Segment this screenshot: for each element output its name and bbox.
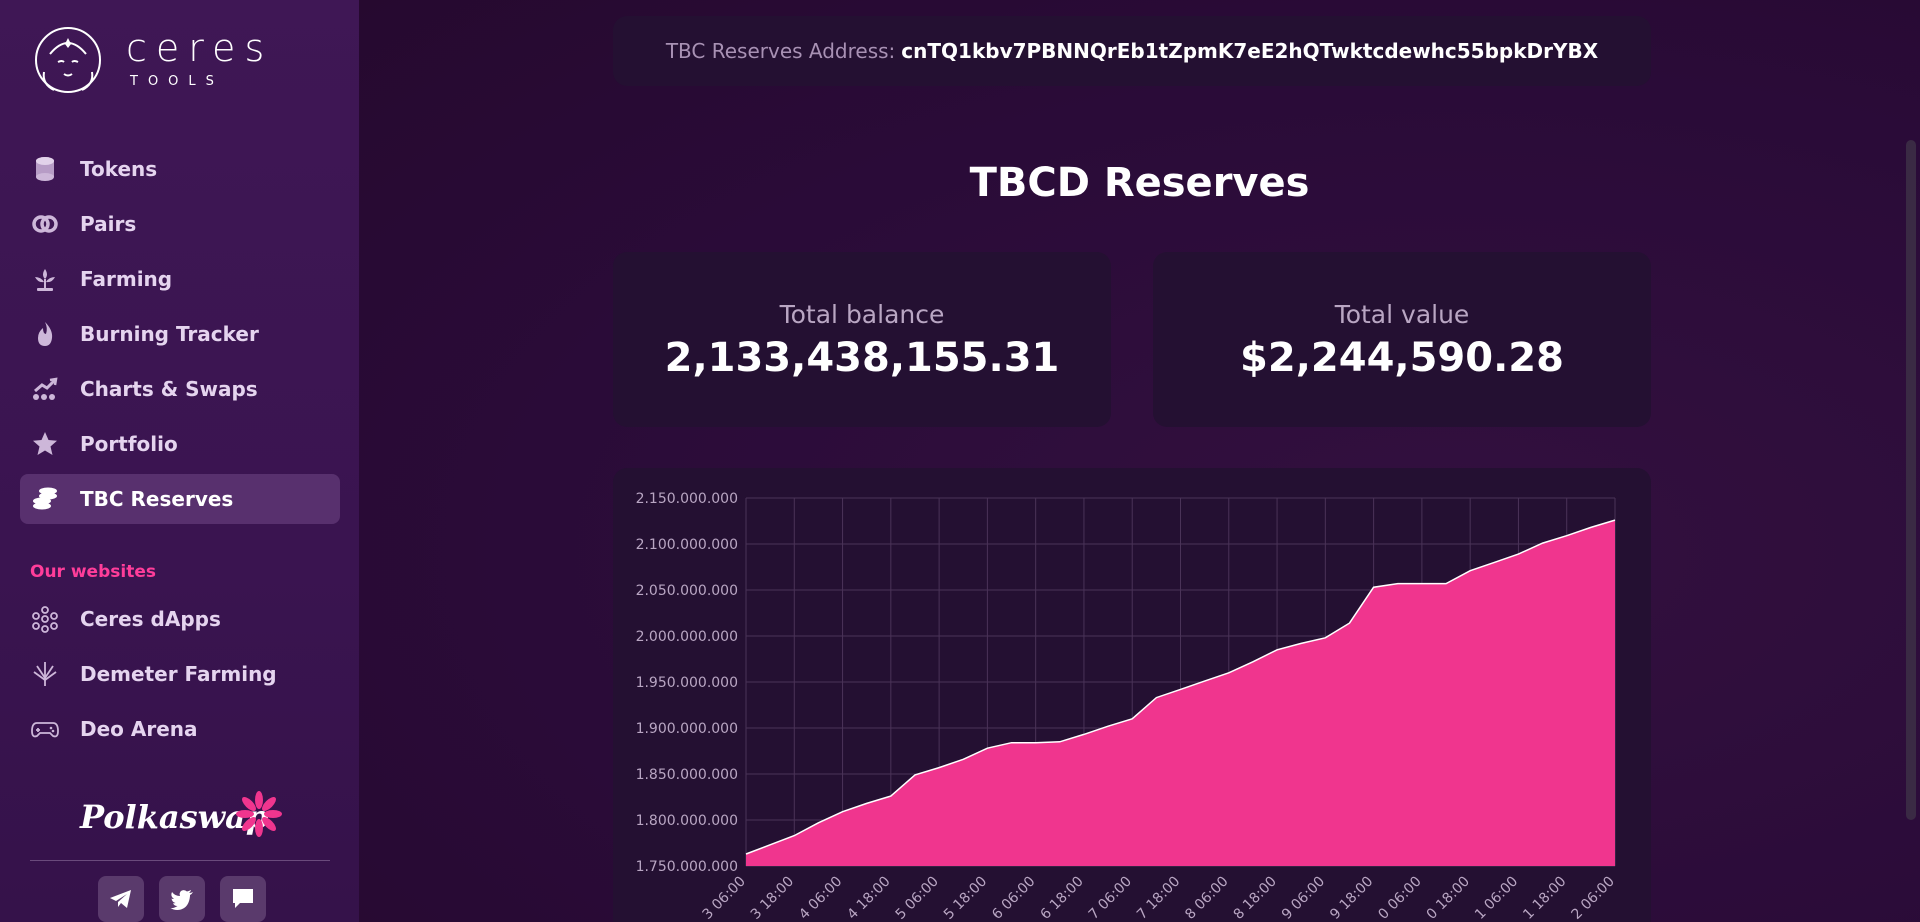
total-value-card: Total value $2,244,590.28 bbox=[1153, 252, 1651, 427]
nav-label-deo-arena: Deo Arena bbox=[80, 717, 198, 741]
chart-trend-icon bbox=[30, 374, 60, 404]
sidebar: ceres TOOLS Tokens Pairs Farming Burni bbox=[0, 0, 359, 922]
ceres-logo[interactable]: ceres TOOLS bbox=[28, 24, 264, 96]
twitter-button[interactable] bbox=[159, 876, 205, 922]
telegram-icon bbox=[110, 890, 131, 908]
logo-wordmark: ceres bbox=[126, 26, 274, 70]
reserves-address-bar: TBC Reserves Address: cnTQ1kbv7PBNNQrEb1… bbox=[613, 16, 1651, 86]
reserves-chart-card: 2.150.000.000 2.100.000.000 2.050.000.000 2… bbox=[613, 468, 1651, 922]
logo-subtitle: TOOLS bbox=[130, 74, 224, 89]
y-tick-label: 2.050.000.000 bbox=[636, 583, 738, 599]
nav-item-demeter-farming[interactable]: Demeter Farming bbox=[20, 649, 340, 699]
x-tick-label: 0 06:00 bbox=[1375, 874, 1424, 922]
nav-item-pairs[interactable]: Pairs bbox=[20, 199, 340, 249]
flame-icon bbox=[30, 319, 60, 349]
nav-item-burning-tracker[interactable]: Burning Tracker bbox=[20, 309, 340, 359]
nav-label-tbc-reserves: TBC Reserves bbox=[80, 487, 234, 511]
y-tick-label: 1.750.000.000 bbox=[636, 859, 738, 875]
x-tick-label: 9 06:00 bbox=[1279, 874, 1328, 922]
nav-item-portfolio[interactable]: Portfolio bbox=[20, 419, 340, 469]
nav-item-charts-swaps[interactable]: Charts & Swaps bbox=[20, 364, 340, 414]
total-value-value: $2,244,590.28 bbox=[1240, 335, 1564, 381]
star-icon bbox=[30, 429, 60, 459]
nav-label-portfolio: Portfolio bbox=[80, 432, 178, 456]
x-tick-label: 2 06:00 bbox=[1569, 874, 1618, 922]
plant-icon bbox=[30, 264, 60, 294]
nav-label-burning-tracker: Burning Tracker bbox=[80, 322, 259, 346]
nav-label-tokens: Tokens bbox=[80, 157, 158, 181]
websites-nav: Ceres dApps Demeter Farming Deo Arena bbox=[20, 594, 340, 759]
y-tick-label: 2.000.000.000 bbox=[636, 629, 738, 645]
y-tick-label: 1.850.000.000 bbox=[636, 767, 738, 783]
x-tick-label: 7 06:00 bbox=[1086, 874, 1135, 922]
x-tick-label: 0 18:00 bbox=[1424, 874, 1473, 922]
x-tick-label: 9 18:00 bbox=[1327, 874, 1376, 922]
nav-label-farming: Farming bbox=[80, 267, 173, 291]
x-tick-label: 8 06:00 bbox=[1182, 874, 1231, 922]
page-scrollbar[interactable] bbox=[1906, 140, 1916, 820]
x-tick-label: 1 06:00 bbox=[1472, 874, 1521, 922]
websites-section-title: Our websites bbox=[30, 562, 156, 582]
nav-item-farming[interactable]: Farming bbox=[20, 254, 340, 304]
polkaswap-wordmark: Polkaswap bbox=[80, 798, 269, 836]
nav-item-tokens[interactable]: Tokens bbox=[20, 144, 340, 194]
address-label: TBC Reserves Address: bbox=[665, 39, 896, 63]
x-tick-label: 5 06:00 bbox=[893, 874, 942, 922]
nav-item-deo-arena[interactable]: Deo Arena bbox=[20, 704, 340, 754]
wheat-icon bbox=[30, 659, 60, 689]
x-tick-label: 3 18:00 bbox=[748, 874, 797, 922]
network-icon bbox=[30, 604, 60, 634]
total-balance-label: Total balance bbox=[779, 300, 945, 329]
total-balance-value: 2,133,438,155.31 bbox=[664, 335, 1060, 381]
reserves-area-chart: 2.150.000.000 2.100.000.000 2.050.000.000 2… bbox=[636, 491, 1618, 922]
series-area bbox=[746, 520, 1615, 866]
x-tick-label: 6 18:00 bbox=[1037, 874, 1086, 922]
page-title: TBCD Reserves bbox=[969, 160, 1310, 206]
rings-icon bbox=[30, 209, 60, 239]
x-tick-label: 6 06:00 bbox=[989, 874, 1038, 922]
y-tick-label: 1.800.000.000 bbox=[636, 813, 738, 829]
nav-item-ceres-dapps[interactable]: Ceres dApps bbox=[20, 594, 340, 644]
nav-label-pairs: Pairs bbox=[80, 212, 137, 236]
address-value[interactable]: cnTQ1kbv7PBNNQrEb1tZpmK7eE2hQTwktcdewhc5… bbox=[901, 39, 1599, 63]
y-tick-label: 1.900.000.000 bbox=[636, 721, 738, 737]
polkaswap-logo[interactable]: Polkaswap bbox=[80, 790, 290, 850]
total-balance-card: Total balance 2,133,438,155.31 bbox=[613, 252, 1111, 427]
nav-label-charts-swaps: Charts & Swaps bbox=[80, 377, 258, 401]
x-tick-label: 4 06:00 bbox=[796, 874, 845, 922]
y-tick-label: 1.950.000.000 bbox=[636, 675, 738, 691]
y-tick-label: 2.150.000.000 bbox=[636, 491, 738, 507]
chat-icon bbox=[233, 889, 253, 908]
gamepad-icon bbox=[30, 714, 60, 744]
sidebar-divider bbox=[30, 860, 330, 861]
x-tick-label: 5 18:00 bbox=[941, 874, 990, 922]
polkaswap-flower-icon bbox=[236, 791, 282, 837]
telegram-button[interactable] bbox=[98, 876, 144, 922]
total-value-label: Total value bbox=[1334, 300, 1470, 329]
x-tick-label: 8 18:00 bbox=[1231, 874, 1280, 922]
twitter-icon bbox=[170, 890, 193, 910]
social-links bbox=[98, 876, 266, 922]
coins-stack-icon bbox=[30, 154, 60, 184]
x-tick-label: 1 18:00 bbox=[1520, 874, 1569, 922]
series-line bbox=[745, 519, 1616, 855]
nav-label-ceres-dapps: Ceres dApps bbox=[80, 607, 221, 631]
nav-label-demeter-farming: Demeter Farming bbox=[80, 662, 277, 686]
x-tick-label: 7 18:00 bbox=[1134, 874, 1183, 922]
chat-button[interactable] bbox=[220, 876, 266, 922]
coins-icon bbox=[30, 484, 60, 514]
main-content: TBC Reserves Address: cnTQ1kbv7PBNNQrEb1… bbox=[359, 0, 1920, 922]
x-tick-label: 3 06:00 bbox=[700, 874, 749, 922]
main-nav: Tokens Pairs Farming Burning Tracker Cha… bbox=[20, 144, 340, 529]
x-tick-label: 4 18:00 bbox=[844, 874, 893, 922]
y-tick-label: 2.100.000.000 bbox=[636, 537, 738, 553]
goddess-logo-icon bbox=[35, 27, 101, 93]
nav-item-tbc-reserves[interactable]: TBC Reserves bbox=[20, 474, 340, 524]
